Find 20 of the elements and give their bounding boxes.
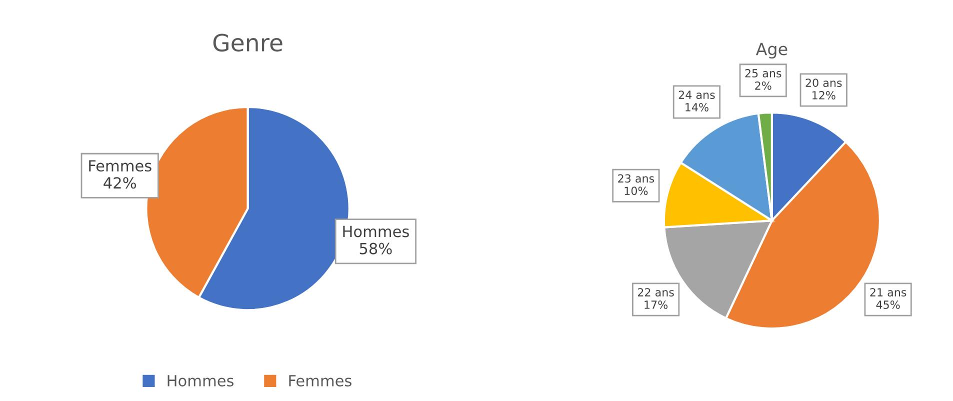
legend-label: Hommes — [168, 375, 234, 386]
data-label: 12% — [812, 91, 836, 100]
data-label: 2% — [755, 81, 772, 90]
data-label: 14% — [686, 103, 708, 112]
legend-label: Femmes — [289, 375, 352, 386]
slice-label: 20 ans — [806, 78, 842, 88]
slice-label: 22 ans — [638, 288, 674, 296]
slice-label: 24 ans — [678, 90, 715, 99]
data-label: 17% — [644, 300, 668, 309]
data-label: 10% — [624, 186, 648, 196]
data-label: 42% — [104, 177, 136, 189]
data-label: 58% — [360, 242, 392, 254]
data-label: 45% — [876, 300, 900, 309]
slice-label: Femmes — [89, 160, 152, 172]
slice-label: 21 ans — [870, 288, 906, 296]
slice-label: 23 ans — [618, 174, 654, 183]
chart-title: Genre — [213, 34, 282, 52]
slice-label: 25 ans — [745, 69, 782, 78]
slice-label: Hommes — [343, 226, 409, 238]
chart-title: Age — [756, 42, 788, 59]
